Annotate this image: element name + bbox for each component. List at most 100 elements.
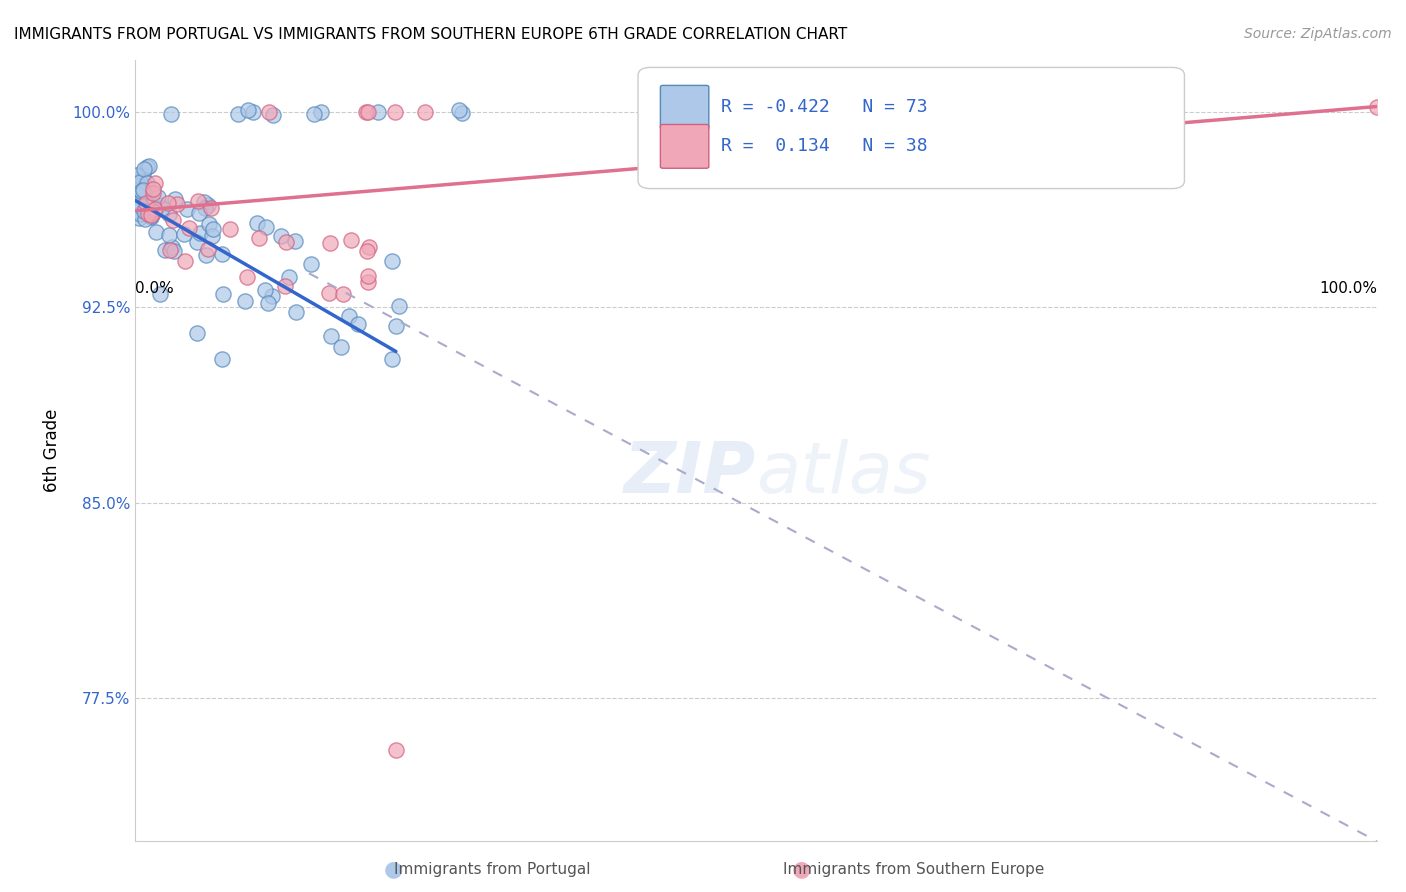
FancyBboxPatch shape <box>661 86 709 129</box>
Point <box>148 198 170 212</box>
Point <box>177 220 200 235</box>
Point <box>142 182 165 196</box>
Point <box>259 105 281 120</box>
Text: R =  0.134   N = 38: R = 0.134 N = 38 <box>721 137 928 155</box>
Point <box>125 168 148 182</box>
Point <box>131 185 153 199</box>
Point <box>318 286 340 301</box>
Point <box>128 207 150 221</box>
Point <box>149 287 172 301</box>
Point <box>157 207 180 221</box>
Point <box>299 257 322 271</box>
Point <box>415 105 437 120</box>
Point <box>160 106 183 120</box>
Point <box>141 211 163 225</box>
Point <box>384 105 406 120</box>
Point <box>278 270 301 285</box>
Point <box>187 194 209 208</box>
Point <box>146 190 169 204</box>
Text: ZIP: ZIP <box>624 440 756 508</box>
Point <box>153 244 176 258</box>
Point <box>132 161 155 176</box>
Point <box>337 309 360 323</box>
Point <box>142 205 165 219</box>
Point <box>187 206 209 220</box>
Point <box>357 105 380 120</box>
Point <box>357 275 380 289</box>
Point <box>284 305 307 319</box>
Point <box>163 244 186 258</box>
Point <box>159 244 181 258</box>
Text: IMMIGRANTS FROM PORTUGAL VS IMMIGRANTS FROM SOUTHERN EUROPE 6TH GRADE CORRELATIO: IMMIGRANTS FROM PORTUGAL VS IMMIGRANTS F… <box>14 27 848 42</box>
Point <box>304 107 326 121</box>
Point <box>388 299 411 313</box>
Point <box>330 340 353 354</box>
Point <box>332 286 354 301</box>
Point <box>128 211 150 226</box>
Text: ●: ● <box>384 860 404 880</box>
Y-axis label: 6th Grade: 6th Grade <box>44 409 60 492</box>
Point <box>157 227 180 242</box>
Point <box>174 254 197 268</box>
Point <box>157 195 180 210</box>
Point <box>211 247 233 261</box>
FancyBboxPatch shape <box>638 68 1184 188</box>
Point <box>131 183 153 197</box>
Text: Immigrants from Portugal: Immigrants from Portugal <box>394 863 591 877</box>
Text: R = -0.422   N = 73: R = -0.422 N = 73 <box>721 98 928 116</box>
Point <box>194 201 217 215</box>
Point <box>354 105 377 120</box>
Point <box>339 233 361 247</box>
Point <box>381 254 404 268</box>
Point <box>276 235 298 250</box>
Point <box>142 202 165 217</box>
Point <box>202 222 225 236</box>
Point <box>195 248 218 262</box>
Text: 100.0%: 100.0% <box>1319 281 1376 296</box>
Point <box>136 176 159 190</box>
Point <box>143 202 166 216</box>
Point <box>447 103 470 117</box>
Text: Source: ZipAtlas.com: Source: ZipAtlas.com <box>1244 27 1392 41</box>
Point <box>142 196 165 211</box>
Point <box>319 329 342 343</box>
Point <box>319 236 342 251</box>
Point <box>1365 99 1388 113</box>
Point <box>142 186 165 200</box>
Point <box>284 235 307 249</box>
Point <box>132 169 155 183</box>
Point <box>134 203 156 218</box>
Point <box>218 222 240 236</box>
Point <box>200 202 222 216</box>
Text: 0.0%: 0.0% <box>135 281 174 296</box>
Point <box>128 189 150 203</box>
FancyBboxPatch shape <box>661 125 709 169</box>
Point <box>135 160 157 174</box>
Point <box>347 317 370 331</box>
Point <box>131 199 153 213</box>
Point <box>257 296 280 310</box>
Point <box>176 202 198 216</box>
Point <box>128 196 150 211</box>
Point <box>380 351 402 366</box>
Point <box>135 196 157 211</box>
Point <box>246 216 269 230</box>
Point <box>135 180 157 194</box>
Point <box>238 103 260 117</box>
Point <box>270 229 292 244</box>
Point <box>141 208 163 222</box>
Point <box>197 242 219 256</box>
Point <box>385 318 408 333</box>
Point <box>145 225 167 239</box>
Point <box>165 192 187 206</box>
Point <box>160 240 183 254</box>
Point <box>188 227 211 241</box>
Point <box>357 268 380 283</box>
Point <box>226 106 249 120</box>
Point <box>173 227 195 241</box>
Point <box>186 326 208 341</box>
Point <box>309 104 332 119</box>
Point <box>138 185 160 199</box>
Point <box>247 231 270 245</box>
Point <box>233 293 256 308</box>
